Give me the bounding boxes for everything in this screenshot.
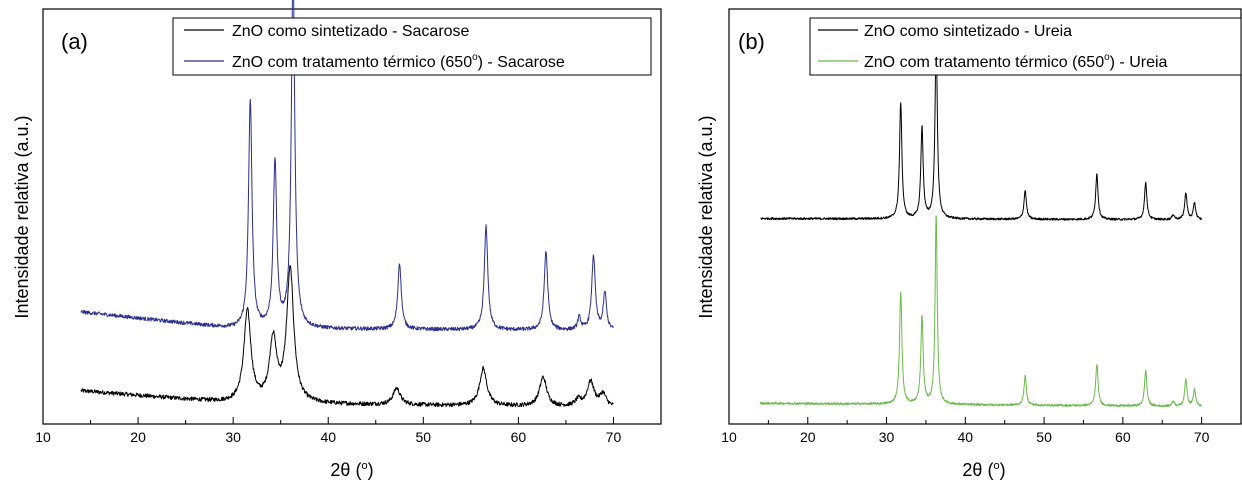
x-tick-label-b-70: 70 [1194,429,1210,445]
panel-label-a: (a) [61,29,88,54]
legend-entry-a-1: ZnO com tratamento térmico (650o) - Saca… [232,52,565,71]
legend-text-b-1-after: ) - Ureia [1110,54,1168,71]
legend-entry-a-0: ZnO como sintetizado - Sacarose [232,23,470,40]
legend-text-a-1-sup: o [472,52,478,63]
legend-entry-b-0: ZnO como sintetizado - Ureia [864,23,1072,40]
panel-label-b: (b) [738,29,765,54]
legend-text-a-1-after: ) - Sacarose [478,54,565,71]
x-axis-unit-close-b: ) [1000,460,1006,480]
legend-text-b-1-sup: o [1104,52,1110,63]
x-axis-unit-close-a: ) [368,460,374,480]
legend-box-b [809,17,1242,76]
traces-b [760,40,1203,408]
x-tick-label-b-40: 40 [958,429,974,445]
x-tick-label-b-30: 30 [879,429,895,445]
x-tick-label-a-10: 10 [35,429,51,445]
series-line-b-1 [760,215,1202,408]
legend-text-a-0: ZnO como sintetizado - Sacarose [232,23,470,40]
x-tick-label-a-40: 40 [320,429,336,445]
x-tick-label-a-60: 60 [511,429,527,445]
x-axis-unit-a: o [361,460,367,472]
y-axis-title-b: Intensidade relativa (a.u.) [696,115,716,318]
x-tick-label-b-50: 50 [1036,429,1052,445]
legend-text-b-1-before: ZnO com tratamento térmico (650 [864,54,1104,71]
legend-entry-b-1: ZnO com tratamento térmico (650o) - Urei… [864,52,1168,71]
series-line-a-0 [80,265,614,408]
x-tick-label-b-60: 60 [1115,429,1131,445]
x-ticks-b: 10 20 30 40 50 60 70 [721,417,1242,445]
traces-a [80,0,614,408]
chart-panel-a: (a) Intensidade relativa (a.u.) 2θ (o) 1… [12,0,662,480]
x-axis-symbol-b: 2θ [962,460,982,480]
x-tick-label-b-10: 10 [721,429,737,445]
x-axis-unit-open-a: ( [350,460,361,480]
x-tick-label-a-70: 70 [606,429,622,445]
x-ticks-a: 10 20 30 40 50 60 70 [35,417,662,445]
legend-box-a [172,17,652,76]
x-tick-label-a-30: 30 [225,429,241,445]
series-line-a-1 [80,0,614,332]
legend-a: ZnO como sintetizado - Sacarose ZnO com … [172,17,652,76]
x-axis-symbol-a: 2θ [330,460,350,480]
series-line-b-0 [760,40,1203,221]
plot-frame-a [42,8,662,425]
x-tick-label-b-20: 20 [800,429,816,445]
chart-panel-b: (b) Intensidade relativa (a.u.) 2θ (o) 1… [696,8,1242,480]
legend-b: ZnO como sintetizado - Ureia ZnO com tra… [809,17,1242,76]
x-axis-title-b: 2θ (o) [962,460,1005,480]
legend-text-a-1-before: ZnO com tratamento térmico (650 [232,54,472,71]
x-tick-label-a-50: 50 [416,429,432,445]
x-tick-label-a-20: 20 [130,429,146,445]
x-axis-unit-open-b: ( [982,460,993,480]
plot-frame-b [728,8,1242,425]
legend-text-b-0: ZnO como sintetizado - Ureia [864,23,1072,40]
x-axis-unit-b: o [993,460,999,472]
y-axis-title-a: Intensidade relativa (a.u.) [12,115,32,318]
x-axis-title-a: 2θ (o) [330,460,373,480]
